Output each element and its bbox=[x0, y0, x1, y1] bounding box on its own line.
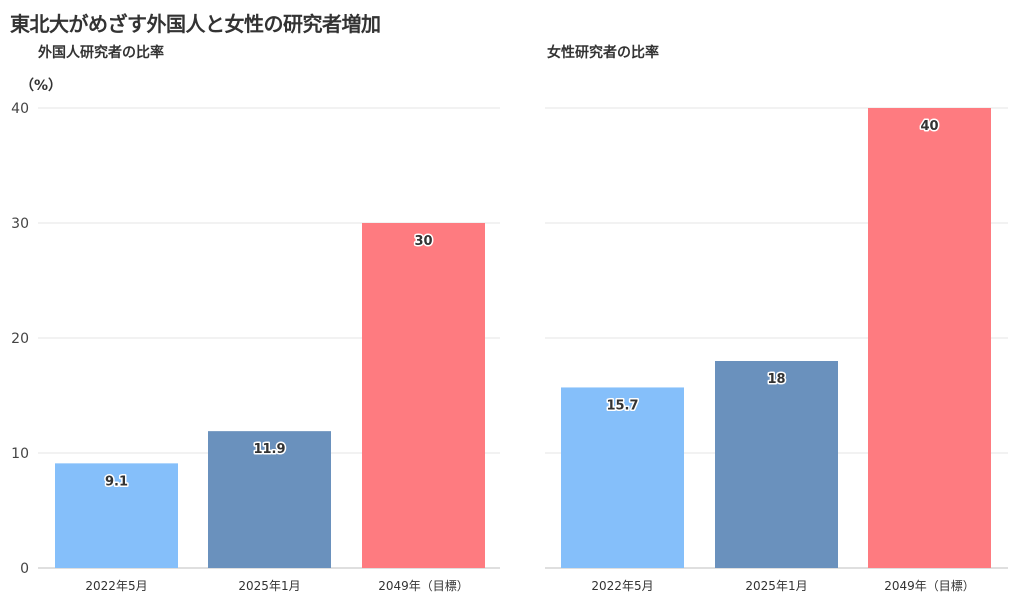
x-tick-label: 2025年1月 bbox=[745, 579, 807, 593]
bar bbox=[561, 387, 684, 568]
y-tick-label: 20 bbox=[11, 331, 29, 347]
y-tick-label: 40 bbox=[11, 101, 29, 117]
x-tick-label: 2049年（目標） bbox=[884, 579, 975, 593]
bar bbox=[868, 108, 991, 568]
bar bbox=[208, 431, 331, 568]
x-tick-label: 2022年5月 bbox=[591, 579, 653, 593]
bar bbox=[362, 223, 485, 568]
y-tick-label: 0 bbox=[20, 561, 29, 577]
y-tick-label: 30 bbox=[11, 216, 29, 232]
x-tick-label: 2022年5月 bbox=[85, 579, 147, 593]
data-label: 15.7 bbox=[606, 398, 638, 413]
y-tick-label: 10 bbox=[11, 446, 29, 462]
data-label: 30 bbox=[414, 234, 432, 249]
chart-main-title: 東北大がめざす外国人と女性の研究者増加 bbox=[10, 12, 381, 36]
x-tick-label: 2049年（目標） bbox=[378, 579, 469, 593]
data-label: 18 bbox=[767, 372, 785, 387]
panel-title-female: 女性研究者の比率 bbox=[547, 45, 659, 61]
bar bbox=[715, 361, 838, 568]
panel-title-foreign: 外国人研究者の比率 bbox=[38, 45, 164, 61]
bar bbox=[55, 463, 178, 568]
data-label: 11.9 bbox=[253, 442, 285, 457]
x-tick-label: 2025年1月 bbox=[238, 579, 300, 593]
data-label: 40 bbox=[920, 119, 938, 134]
data-label: 9.1 bbox=[105, 474, 128, 489]
y-axis-unit-label: （%） bbox=[20, 78, 63, 94]
